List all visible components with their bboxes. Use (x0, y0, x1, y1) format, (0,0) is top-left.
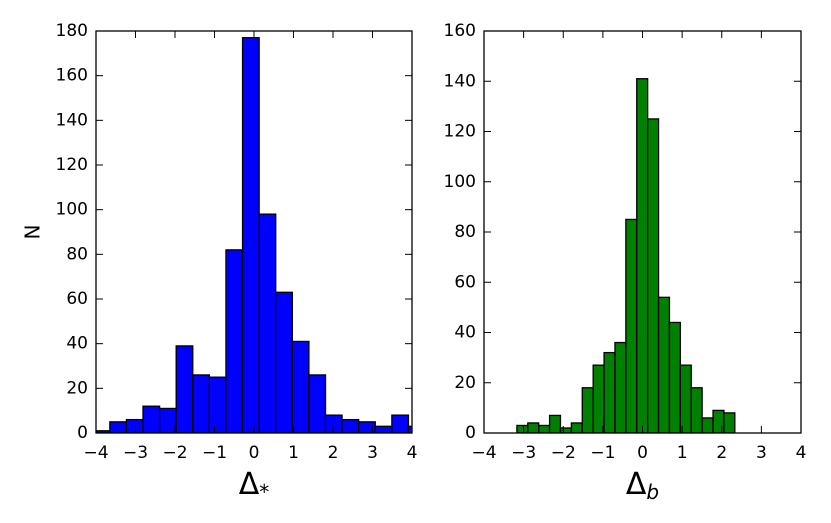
x-tick-label: 0 (249, 443, 260, 463)
bar (592, 364, 605, 433)
bar (723, 412, 736, 433)
y-tick-label: 120 (444, 122, 476, 142)
x-tick-label: 3 (756, 443, 767, 463)
y-tick-label: 140 (56, 110, 88, 130)
x-axis-label-sub: b (646, 480, 659, 504)
bar (668, 321, 681, 433)
bar (516, 424, 529, 433)
bar (548, 414, 562, 433)
x-axis-label-main: Δ (626, 467, 647, 502)
bar (308, 374, 327, 433)
x-axis-label: Δb (626, 467, 659, 504)
y-tick-label: 20 (66, 378, 88, 398)
x-tick-label: 0 (637, 443, 648, 463)
bar (603, 351, 616, 433)
bar (125, 418, 144, 433)
bar (636, 78, 649, 433)
bar (391, 414, 410, 433)
y-tick-label: 0 (77, 423, 88, 443)
bar (142, 405, 161, 433)
y-tick-label: 60 (454, 272, 476, 292)
y-tick-label: 100 (56, 200, 88, 220)
x-tick-label: 4 (796, 443, 807, 463)
x-tick-label: −1 (202, 443, 227, 463)
x-tick-label: −3 (123, 443, 148, 463)
x-tick-label: 3 (367, 443, 378, 463)
x-tick-label: 1 (677, 443, 688, 463)
x-tick-label: −4 (83, 443, 108, 463)
bar (407, 425, 412, 433)
y-tick-label: 80 (454, 222, 476, 242)
bar (241, 37, 260, 433)
bar (559, 427, 573, 433)
bar (208, 376, 227, 433)
bar (291, 340, 310, 433)
y-tick-label: 0 (465, 423, 476, 443)
y-tick-label: 80 (66, 244, 88, 264)
bar (625, 218, 638, 433)
x-axis-label: Δ* (239, 467, 270, 504)
y-tick-label: 40 (66, 334, 88, 354)
y-tick-label: 20 (454, 373, 476, 393)
x-tick-label: −2 (551, 443, 576, 463)
x-axis-label-main: Δ (239, 467, 260, 502)
bar (109, 421, 128, 433)
bar (570, 422, 583, 433)
y-tick-label: 40 (454, 323, 476, 343)
x-tick-label: 2 (716, 443, 727, 463)
bar (679, 364, 692, 433)
x-tick-label: 4 (407, 443, 418, 463)
y-tick-label: 180 (56, 21, 88, 41)
bar (538, 424, 551, 433)
bar (647, 118, 660, 433)
bar (175, 345, 194, 433)
y-tick-label: 160 (444, 21, 476, 41)
x-tick-label: −1 (590, 443, 615, 463)
bar (527, 422, 540, 433)
x-axis-label-sub: * (259, 480, 269, 504)
bar (258, 213, 277, 433)
bar (581, 387, 594, 433)
y-tick-label: 60 (66, 289, 88, 309)
bar (614, 341, 627, 433)
bar (275, 291, 293, 433)
bar (701, 417, 714, 433)
y-tick-label: 120 (56, 155, 88, 175)
bar (225, 249, 244, 433)
x-tick-label: −3 (511, 443, 536, 463)
bar (712, 409, 725, 433)
y-axis-label: N (21, 225, 45, 240)
bar (341, 418, 360, 433)
x-tick-label: −2 (162, 443, 187, 463)
x-tick-label: 2 (328, 443, 339, 463)
bar (324, 414, 343, 433)
bars (516, 78, 736, 433)
y-tick-label: 100 (444, 172, 476, 192)
bar (657, 296, 671, 433)
bar (192, 374, 211, 433)
bar (374, 425, 393, 433)
x-tick-label: 1 (288, 443, 299, 463)
bar (158, 407, 177, 433)
y-tick-label: 140 (444, 71, 476, 91)
bar (690, 387, 703, 433)
x-tick-label: −4 (471, 443, 496, 463)
bars (96, 37, 412, 433)
y-tick-label: 160 (56, 66, 88, 86)
